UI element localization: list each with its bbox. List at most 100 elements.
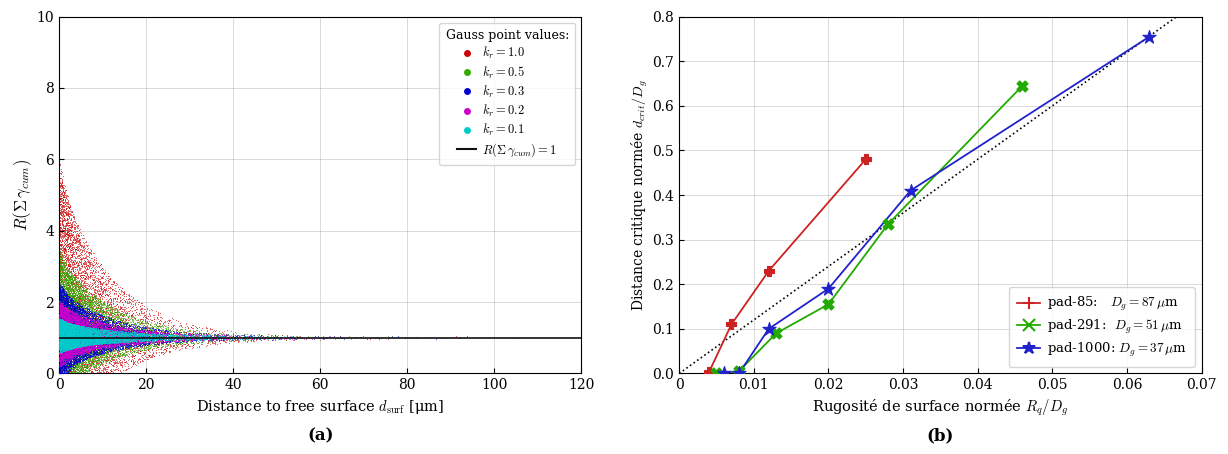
Point	[129, 326, 149, 333]
Point	[68, 346, 87, 354]
Point	[87, 318, 107, 326]
Point	[69, 304, 88, 311]
Point	[87, 331, 107, 338]
Point	[56, 325, 76, 332]
Point	[79, 326, 98, 333]
Point	[52, 331, 71, 339]
Point	[59, 336, 79, 343]
Point	[58, 329, 77, 336]
Point	[71, 313, 91, 321]
Point	[123, 322, 142, 330]
Point	[66, 318, 86, 325]
Point	[99, 321, 119, 328]
Point	[235, 336, 254, 343]
Point	[123, 332, 142, 339]
Point	[124, 326, 144, 334]
Point	[63, 342, 82, 350]
Point	[71, 338, 91, 345]
Point	[102, 346, 122, 353]
Point	[124, 348, 144, 355]
Point	[108, 346, 128, 353]
Point	[52, 339, 71, 346]
Point	[79, 322, 98, 330]
Point	[50, 314, 70, 321]
Point	[50, 313, 70, 320]
Point	[123, 360, 142, 368]
Point	[52, 359, 71, 366]
Point	[59, 313, 79, 321]
Point	[55, 321, 75, 329]
Point	[58, 330, 77, 337]
Point	[54, 370, 74, 377]
Point	[81, 347, 101, 354]
Point	[60, 276, 80, 283]
Point	[65, 338, 85, 345]
Point	[76, 337, 96, 344]
Point	[87, 342, 107, 349]
Point	[146, 336, 166, 343]
Point	[54, 347, 74, 354]
Point	[79, 331, 98, 339]
Point	[53, 188, 72, 195]
Point	[50, 370, 70, 377]
Point	[56, 337, 76, 345]
Point	[92, 370, 112, 377]
Point	[68, 354, 87, 361]
Point	[56, 355, 76, 362]
Point	[61, 306, 81, 314]
Point	[82, 327, 102, 334]
Point	[130, 307, 150, 314]
Point	[66, 348, 86, 355]
Point	[66, 343, 86, 350]
Point	[74, 326, 93, 333]
Point	[87, 326, 107, 333]
Point	[56, 343, 76, 350]
Point	[55, 315, 75, 322]
Point	[61, 343, 81, 350]
Point	[59, 295, 79, 302]
Point	[118, 336, 138, 344]
Point	[96, 314, 115, 321]
Point	[152, 326, 172, 333]
Point	[68, 328, 87, 336]
Point	[72, 323, 92, 330]
Point	[93, 336, 113, 343]
Point	[66, 367, 86, 375]
Point	[80, 324, 99, 331]
Point	[138, 333, 157, 340]
Point	[53, 315, 72, 322]
Point	[169, 333, 189, 340]
Point	[50, 351, 70, 359]
Point	[60, 352, 80, 359]
Point	[155, 334, 174, 341]
Point	[119, 299, 139, 306]
Point	[64, 321, 84, 329]
Point	[80, 334, 99, 341]
Point	[80, 339, 99, 346]
Point	[149, 330, 168, 337]
Point	[80, 327, 99, 335]
Point	[81, 339, 101, 346]
Point	[63, 242, 82, 249]
Point	[61, 256, 81, 263]
Point	[63, 349, 82, 356]
Point	[50, 343, 70, 350]
Point	[50, 327, 70, 335]
Point	[49, 326, 69, 333]
Point	[82, 333, 102, 340]
Point	[58, 322, 77, 329]
Point	[84, 342, 103, 349]
Point	[239, 334, 259, 341]
Point	[130, 336, 150, 343]
Point	[75, 297, 95, 305]
Point	[68, 331, 87, 338]
Point	[99, 326, 119, 334]
Point	[58, 319, 77, 326]
Point	[55, 359, 75, 366]
Point	[211, 332, 231, 339]
Point	[92, 285, 112, 292]
Point	[95, 338, 114, 345]
Point	[85, 343, 104, 350]
Point	[97, 349, 117, 356]
Point	[55, 318, 75, 326]
